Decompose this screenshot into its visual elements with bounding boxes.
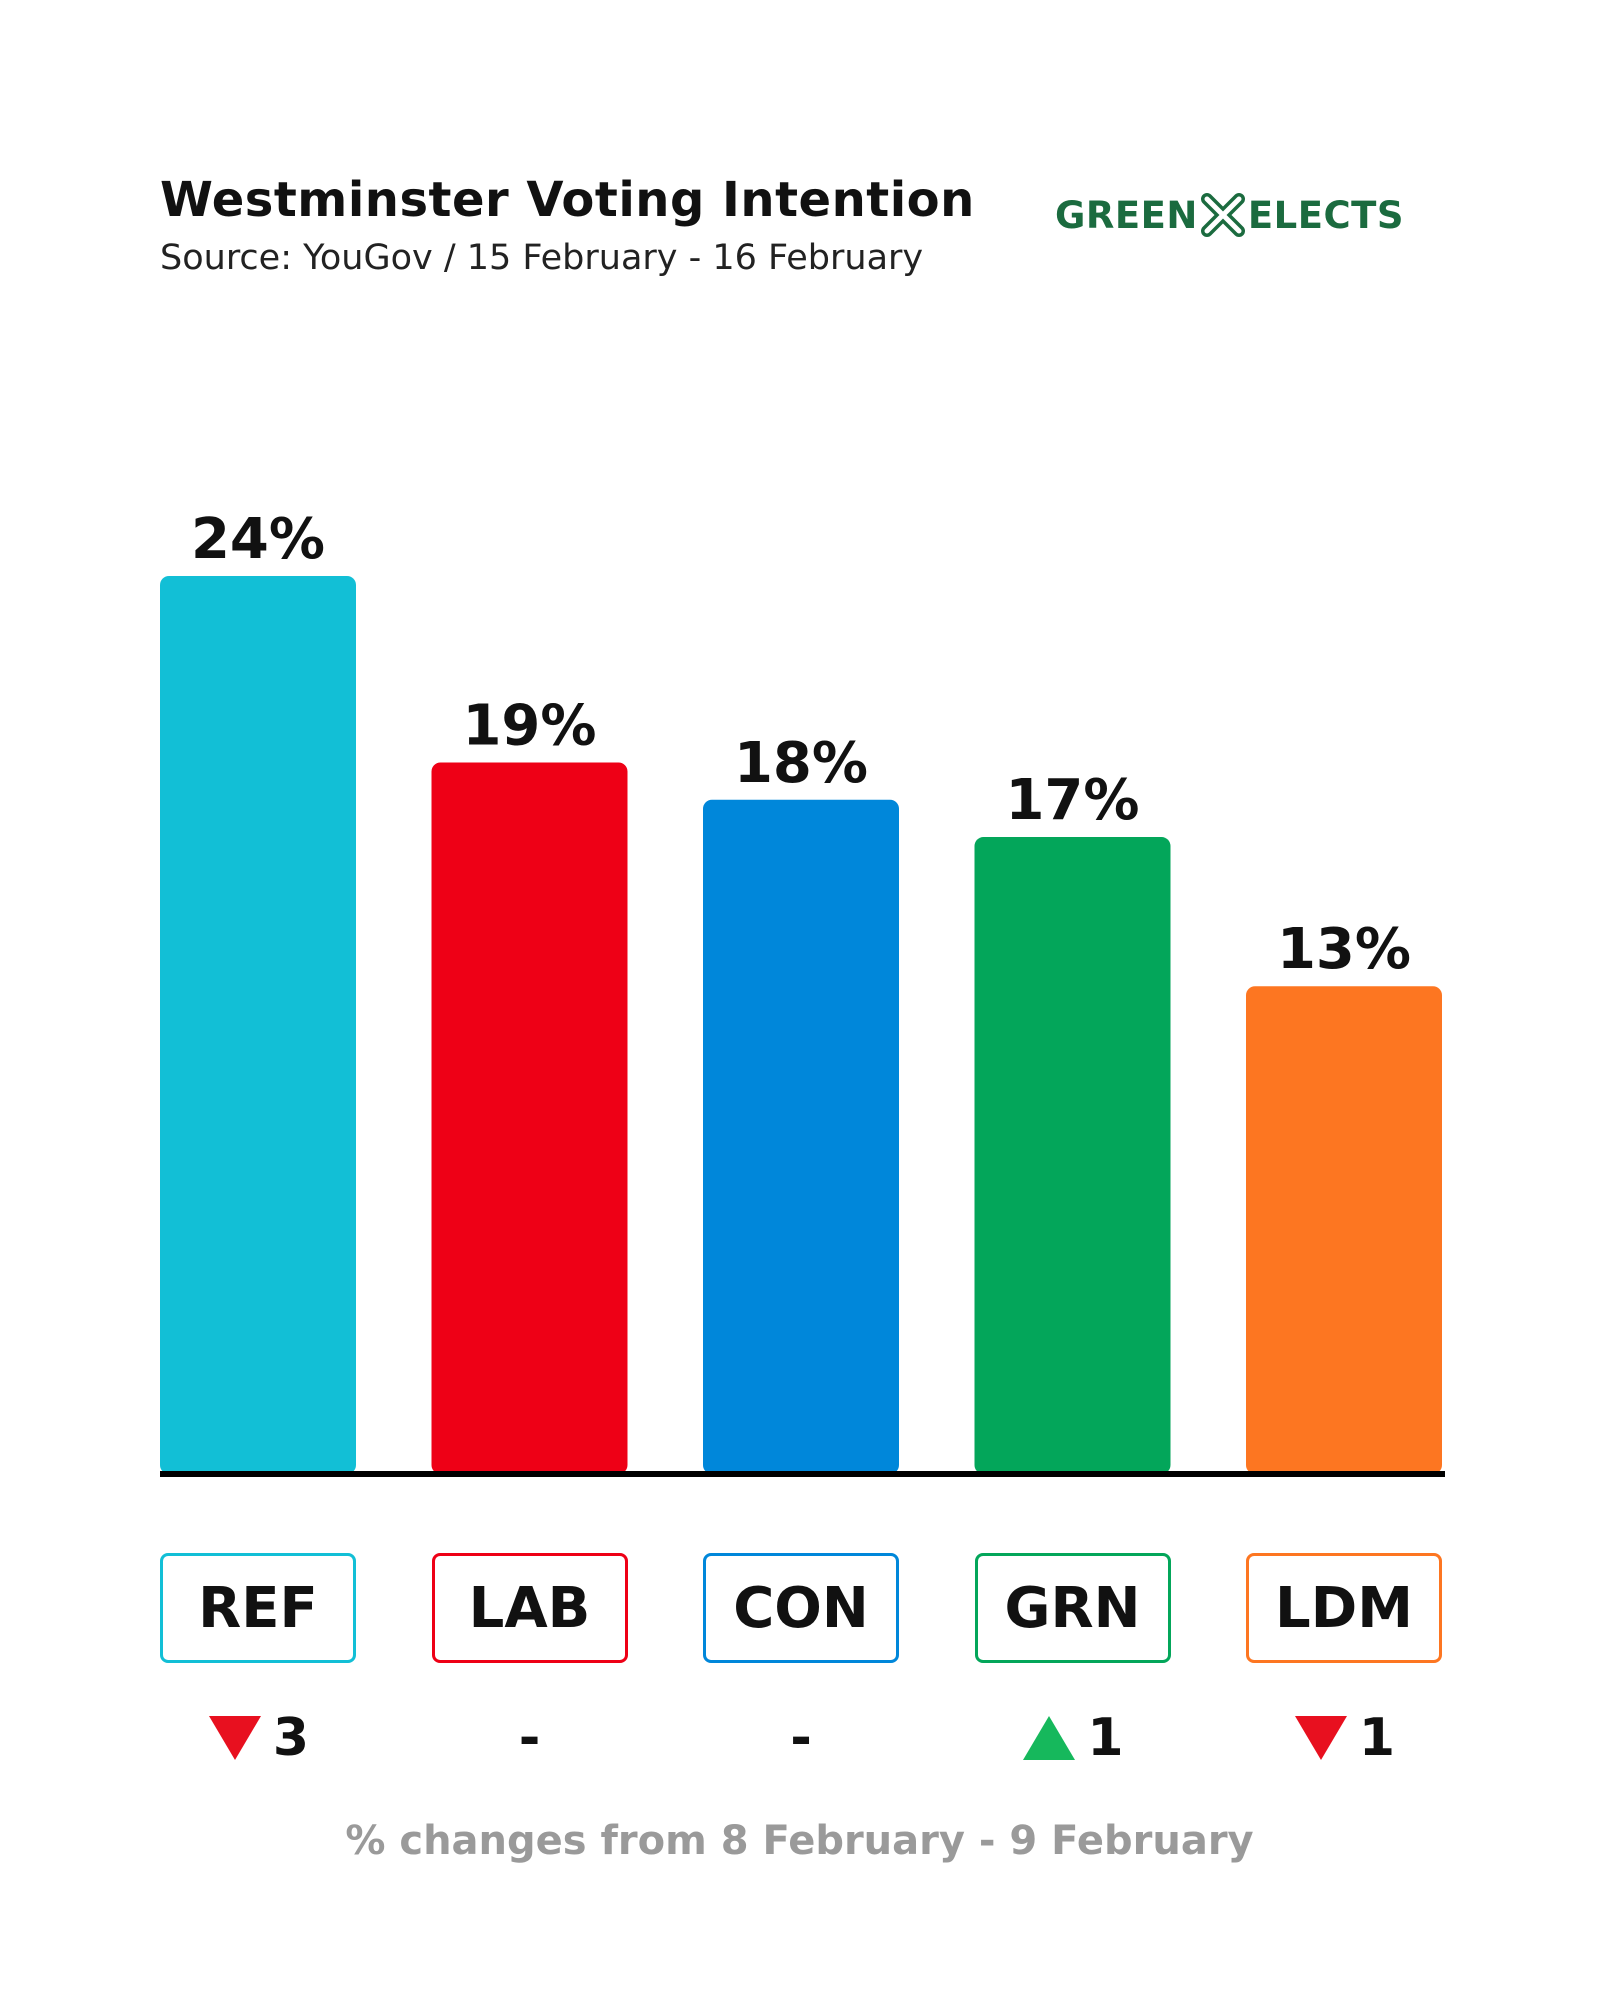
party-label-ref: REF (160, 1553, 356, 1663)
triangle-down-icon (208, 1716, 261, 1760)
value-label-lab: 19% (462, 693, 596, 758)
party-label-ldm: LDM (1246, 1553, 1442, 1663)
footnote: % changes from 8 February - 9 February (345, 1818, 1254, 1864)
bar-con (703, 799, 899, 1474)
change-ldm: 1 (1246, 1703, 1442, 1773)
change-lab: - (432, 1703, 628, 1773)
value-label-ldm: 13% (1277, 917, 1411, 982)
bar-ref (160, 576, 356, 1474)
party-label-grn: GRN (974, 1553, 1171, 1663)
change-value: - (790, 1708, 812, 1768)
change-con: - (703, 1703, 899, 1773)
bar-chart: 24% 19% 18% 17% 13% (160, 507, 1445, 1477)
triangle-down-icon (1294, 1716, 1347, 1760)
bar-ldm (1246, 986, 1442, 1474)
bars-group: 24% 19% 18% 17% 13% (160, 507, 1442, 1474)
change-value: 1 (1087, 1708, 1124, 1768)
chart-title: Westminster Voting Intention (160, 172, 975, 228)
change-value: 3 (272, 1708, 310, 1768)
green-elects-logo: GREEN ELECTS (1055, 190, 1404, 240)
logo-cross-icon (1200, 193, 1245, 237)
chart-subtitle: Source: YouGov / 15 February - 16 Februa… (160, 238, 924, 278)
value-label-grn: 17% (1005, 768, 1139, 833)
change-ref: 3 (160, 1703, 356, 1773)
logo-text-green: GREEN (1055, 193, 1198, 237)
bar-grn (974, 837, 1171, 1474)
change-value: - (518, 1708, 541, 1768)
logo-text-elects: ELECTS (1247, 193, 1405, 237)
party-label-con: CON (703, 1553, 899, 1663)
change-grn: 1 (975, 1703, 1171, 1773)
bar-lab (431, 762, 628, 1474)
triangle-up-icon (1023, 1716, 1076, 1760)
value-label-ref: 24% (191, 507, 325, 572)
change-value: 1 (1358, 1708, 1396, 1768)
party-label-lab: LAB (431, 1553, 628, 1663)
value-label-con: 18% (734, 731, 868, 796)
